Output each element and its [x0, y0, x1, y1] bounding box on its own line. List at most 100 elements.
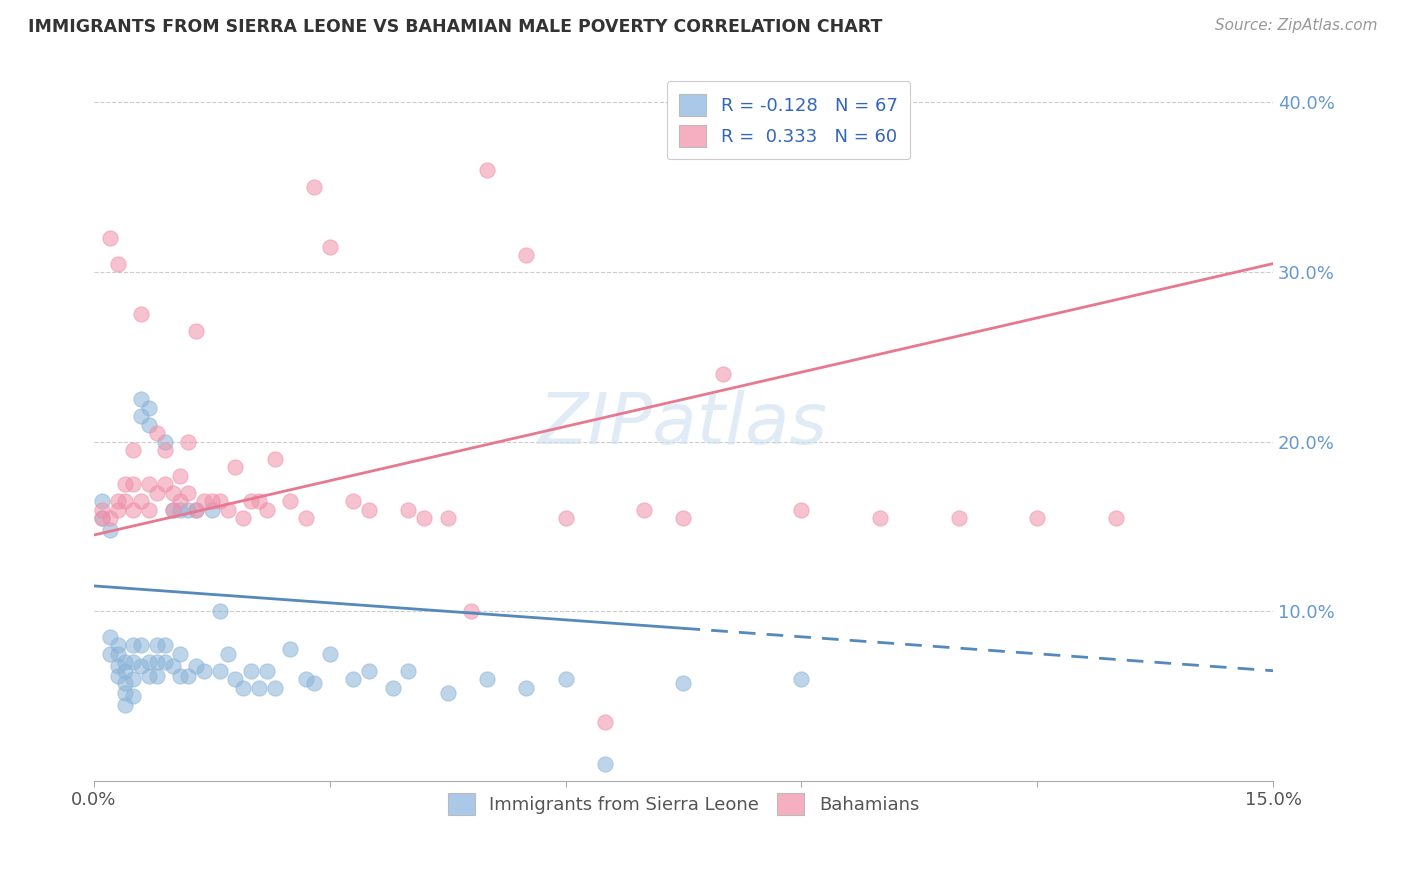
- Point: [146, 485, 169, 500]
- Point: [256, 502, 278, 516]
- Point: [153, 655, 176, 669]
- Point: [122, 638, 145, 652]
- Point: [295, 672, 318, 686]
- Point: [98, 231, 121, 245]
- Point: [153, 477, 176, 491]
- Point: [342, 672, 364, 686]
- Text: Source: ZipAtlas.com: Source: ZipAtlas.com: [1215, 18, 1378, 33]
- Point: [208, 664, 231, 678]
- Point: [184, 502, 207, 516]
- Point: [138, 669, 160, 683]
- Point: [162, 485, 184, 500]
- Point: [396, 502, 419, 516]
- Point: [263, 681, 285, 695]
- Point: [593, 757, 616, 772]
- Point: [90, 494, 112, 508]
- Point: [436, 686, 458, 700]
- Point: [201, 494, 224, 508]
- Point: [280, 641, 302, 656]
- Point: [138, 417, 160, 432]
- Point: [146, 426, 169, 441]
- Point: [790, 672, 813, 686]
- Point: [413, 511, 436, 525]
- Point: [138, 502, 160, 516]
- Point: [122, 477, 145, 491]
- Point: [146, 655, 169, 669]
- Point: [107, 647, 129, 661]
- Point: [201, 502, 224, 516]
- Point: [169, 494, 191, 508]
- Point: [224, 672, 246, 686]
- Point: [114, 698, 136, 712]
- Point: [98, 630, 121, 644]
- Point: [107, 658, 129, 673]
- Point: [302, 180, 325, 194]
- Point: [90, 511, 112, 525]
- Point: [122, 443, 145, 458]
- Point: [184, 325, 207, 339]
- Point: [224, 460, 246, 475]
- Point: [138, 655, 160, 669]
- Point: [554, 672, 576, 686]
- Point: [129, 494, 152, 508]
- Point: [232, 681, 254, 695]
- Point: [146, 669, 169, 683]
- Point: [98, 511, 121, 525]
- Point: [357, 664, 380, 678]
- Point: [240, 494, 263, 508]
- Point: [515, 248, 537, 262]
- Point: [162, 658, 184, 673]
- Point: [98, 647, 121, 661]
- Point: [381, 681, 404, 695]
- Point: [138, 401, 160, 415]
- Point: [169, 647, 191, 661]
- Point: [436, 511, 458, 525]
- Point: [107, 494, 129, 508]
- Point: [177, 669, 200, 683]
- Point: [672, 675, 695, 690]
- Point: [554, 511, 576, 525]
- Point: [107, 257, 129, 271]
- Point: [153, 434, 176, 449]
- Point: [177, 502, 200, 516]
- Point: [475, 672, 498, 686]
- Point: [184, 502, 207, 516]
- Point: [247, 681, 270, 695]
- Point: [114, 477, 136, 491]
- Point: [129, 658, 152, 673]
- Point: [90, 502, 112, 516]
- Point: [177, 434, 200, 449]
- Point: [114, 655, 136, 669]
- Point: [593, 714, 616, 729]
- Point: [247, 494, 270, 508]
- Point: [319, 647, 342, 661]
- Point: [460, 604, 482, 618]
- Point: [240, 664, 263, 678]
- Point: [208, 494, 231, 508]
- Point: [146, 638, 169, 652]
- Point: [295, 511, 318, 525]
- Point: [107, 669, 129, 683]
- Point: [138, 477, 160, 491]
- Point: [169, 669, 191, 683]
- Point: [1105, 511, 1128, 525]
- Point: [217, 502, 239, 516]
- Point: [232, 511, 254, 525]
- Point: [184, 658, 207, 673]
- Point: [302, 675, 325, 690]
- Point: [129, 392, 152, 407]
- Legend: Immigrants from Sierra Leone, Bahamians: Immigrants from Sierra Leone, Bahamians: [437, 781, 929, 825]
- Point: [515, 681, 537, 695]
- Point: [90, 511, 112, 525]
- Point: [217, 647, 239, 661]
- Point: [129, 409, 152, 424]
- Point: [869, 511, 891, 525]
- Point: [633, 502, 655, 516]
- Text: ZIPatlas: ZIPatlas: [538, 391, 828, 459]
- Point: [169, 502, 191, 516]
- Point: [208, 604, 231, 618]
- Point: [129, 308, 152, 322]
- Point: [396, 664, 419, 678]
- Point: [122, 689, 145, 703]
- Point: [177, 485, 200, 500]
